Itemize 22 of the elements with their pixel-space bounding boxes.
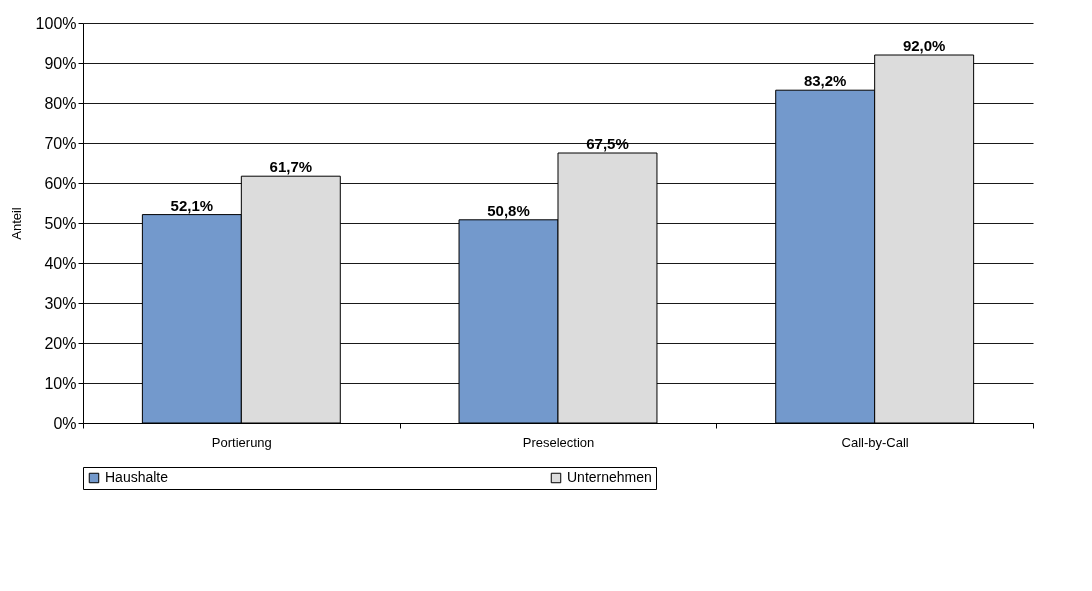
y-tick-label: 80%	[44, 94, 77, 112]
legend-label: Haushalte	[105, 469, 169, 485]
y-tick-label: 10%	[44, 374, 77, 392]
data-label: 61,7%	[269, 158, 313, 176]
x-tick-label: Call-by-Call	[841, 434, 909, 450]
data-label: 52,1%	[170, 196, 214, 214]
data-label: 92,0%	[902, 37, 946, 54]
x-tick-label: Preselection	[522, 434, 595, 450]
y-tick-label: 100%	[35, 14, 77, 32]
y-axis-title: Anteil	[8, 207, 24, 240]
y-tick-label: 60%	[44, 174, 77, 192]
y-tick-label: 20%	[44, 334, 77, 352]
y-tick-label: 50%	[44, 214, 77, 232]
data-label: 83,2%	[803, 72, 847, 90]
data-label: 50,8%	[487, 201, 530, 219]
y-tick-label: 30%	[44, 294, 77, 312]
y-tick-label: 90%	[44, 54, 77, 72]
x-tick-label: Portierung	[211, 434, 272, 450]
y-tick-label: 0%	[53, 414, 77, 432]
legend-label: Unternehmen	[567, 469, 652, 485]
y-tick-label: 70%	[44, 134, 77, 152]
y-tick-label: 40%	[44, 254, 77, 272]
